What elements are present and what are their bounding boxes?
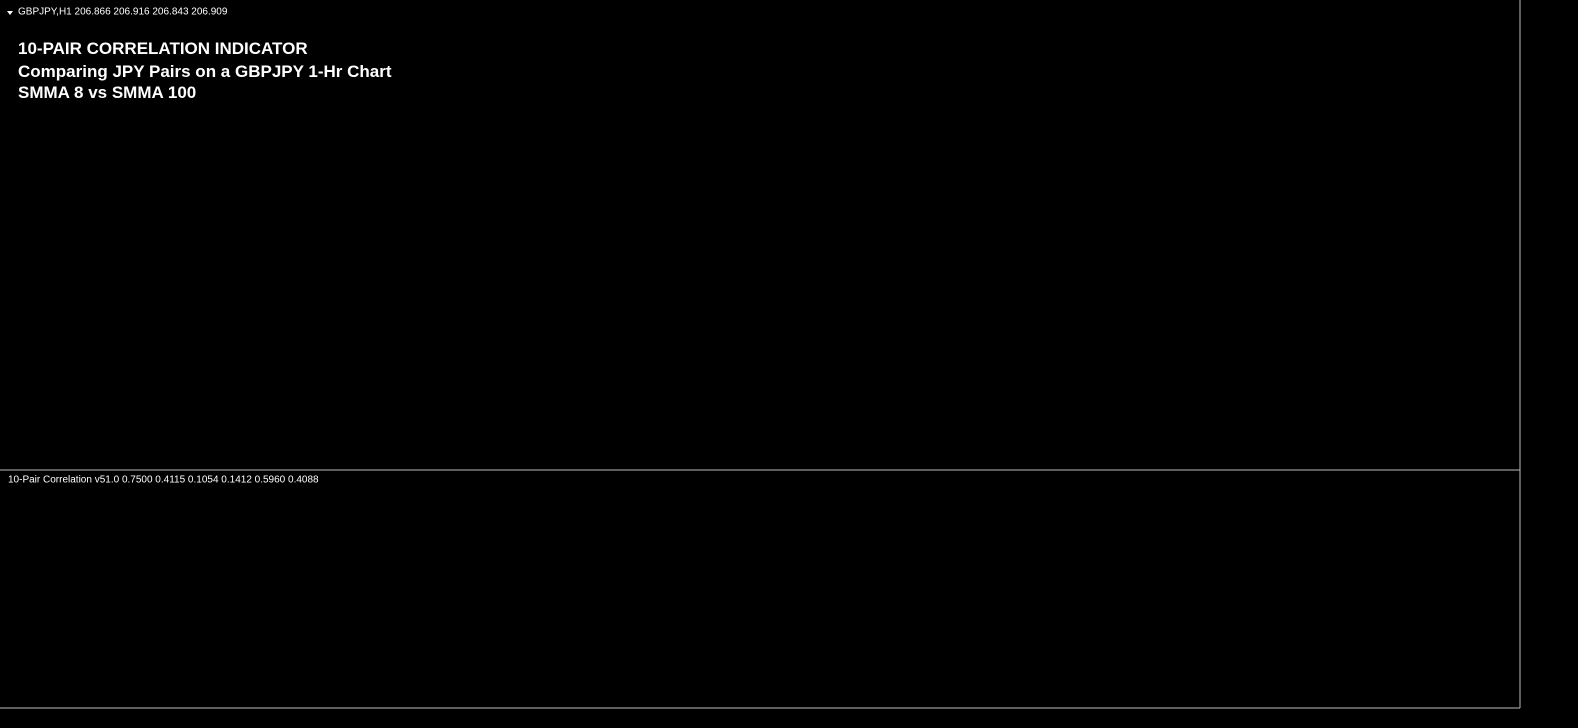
symbol-header: GBPJPY,H1 206.866 206.916 206.843 206.90… <box>18 7 228 18</box>
title-line: Comparing JPY Pairs on a GBPJPY 1-Hr Cha… <box>18 62 392 81</box>
title-line: 10-PAIR CORRELATION INDICATOR <box>18 39 308 58</box>
title-line: SMMA 8 vs SMMA 100 <box>18 83 196 102</box>
indicator-header: 10-Pair Correlation v51.0 0.7500 0.4115 … <box>8 475 319 486</box>
labels: GBPJPY,H1 206.866 206.916 206.843 206.90… <box>7 7 392 486</box>
menu-arrow[interactable] <box>7 11 13 15</box>
